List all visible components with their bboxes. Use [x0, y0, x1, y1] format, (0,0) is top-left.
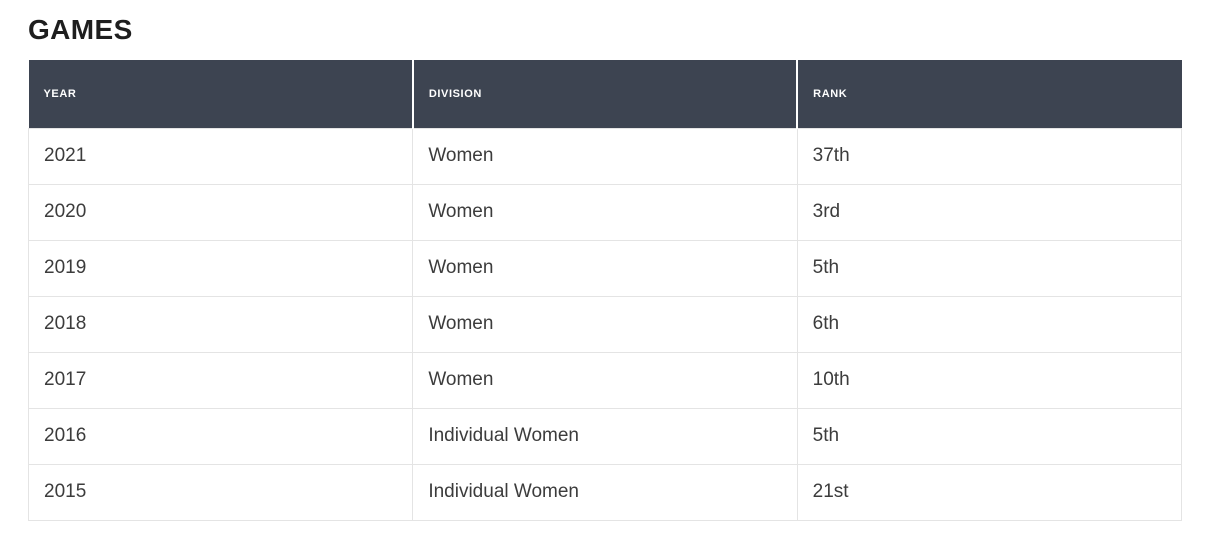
column-header-rank: RANK	[796, 60, 1182, 128]
year-cell: 2019	[27, 239, 414, 297]
table-row: 2021 Women 37th	[27, 127, 1183, 185]
year-cell: 2018	[27, 295, 414, 353]
rank-cell: 5th	[796, 239, 1183, 297]
division-cell: Women	[412, 183, 798, 241]
division-cell: Women	[412, 127, 798, 185]
table-row: 2016 Individual Women 5th	[27, 407, 1183, 465]
column-header-division: DIVISION	[411, 60, 798, 128]
table-row: 2017 Women 10th	[27, 351, 1183, 409]
division-cell: Women	[412, 295, 798, 353]
rank-cell: 37th	[796, 127, 1183, 185]
division-cell: Women	[412, 239, 798, 297]
division-cell: Individual Women	[412, 407, 798, 465]
year-cell: 2020	[27, 183, 414, 241]
rank-cell: 5th	[796, 407, 1183, 465]
year-cell: 2016	[27, 407, 414, 465]
table-row: 2015 Individual Women 21st	[27, 463, 1183, 521]
table-row: 2020 Women 3rd	[27, 183, 1183, 241]
column-header-year: YEAR	[28, 60, 413, 128]
games-table: YEAR DIVISION RANK 2021 Women 37th 2020 …	[27, 60, 1183, 521]
rank-cell: 3rd	[796, 183, 1183, 241]
division-cell: Individual Women	[412, 463, 798, 521]
table-row: 2018 Women 6th	[27, 295, 1183, 353]
division-cell: Women	[412, 351, 798, 409]
table-header: YEAR DIVISION RANK	[28, 60, 1182, 128]
table-body: 2021 Women 37th 2020 Women 3rd 2019 Wome…	[27, 127, 1183, 521]
rank-cell: 10th	[796, 351, 1183, 409]
rank-cell: 21st	[796, 463, 1183, 521]
header-row: YEAR DIVISION RANK	[28, 60, 1182, 128]
page-title: GAMES	[28, 14, 133, 45]
year-cell: 2021	[27, 127, 414, 185]
table-row: 2019 Women 5th	[27, 239, 1183, 297]
year-cell: 2015	[27, 463, 414, 521]
rank-cell: 6th	[796, 295, 1183, 353]
year-cell: 2017	[27, 351, 414, 409]
